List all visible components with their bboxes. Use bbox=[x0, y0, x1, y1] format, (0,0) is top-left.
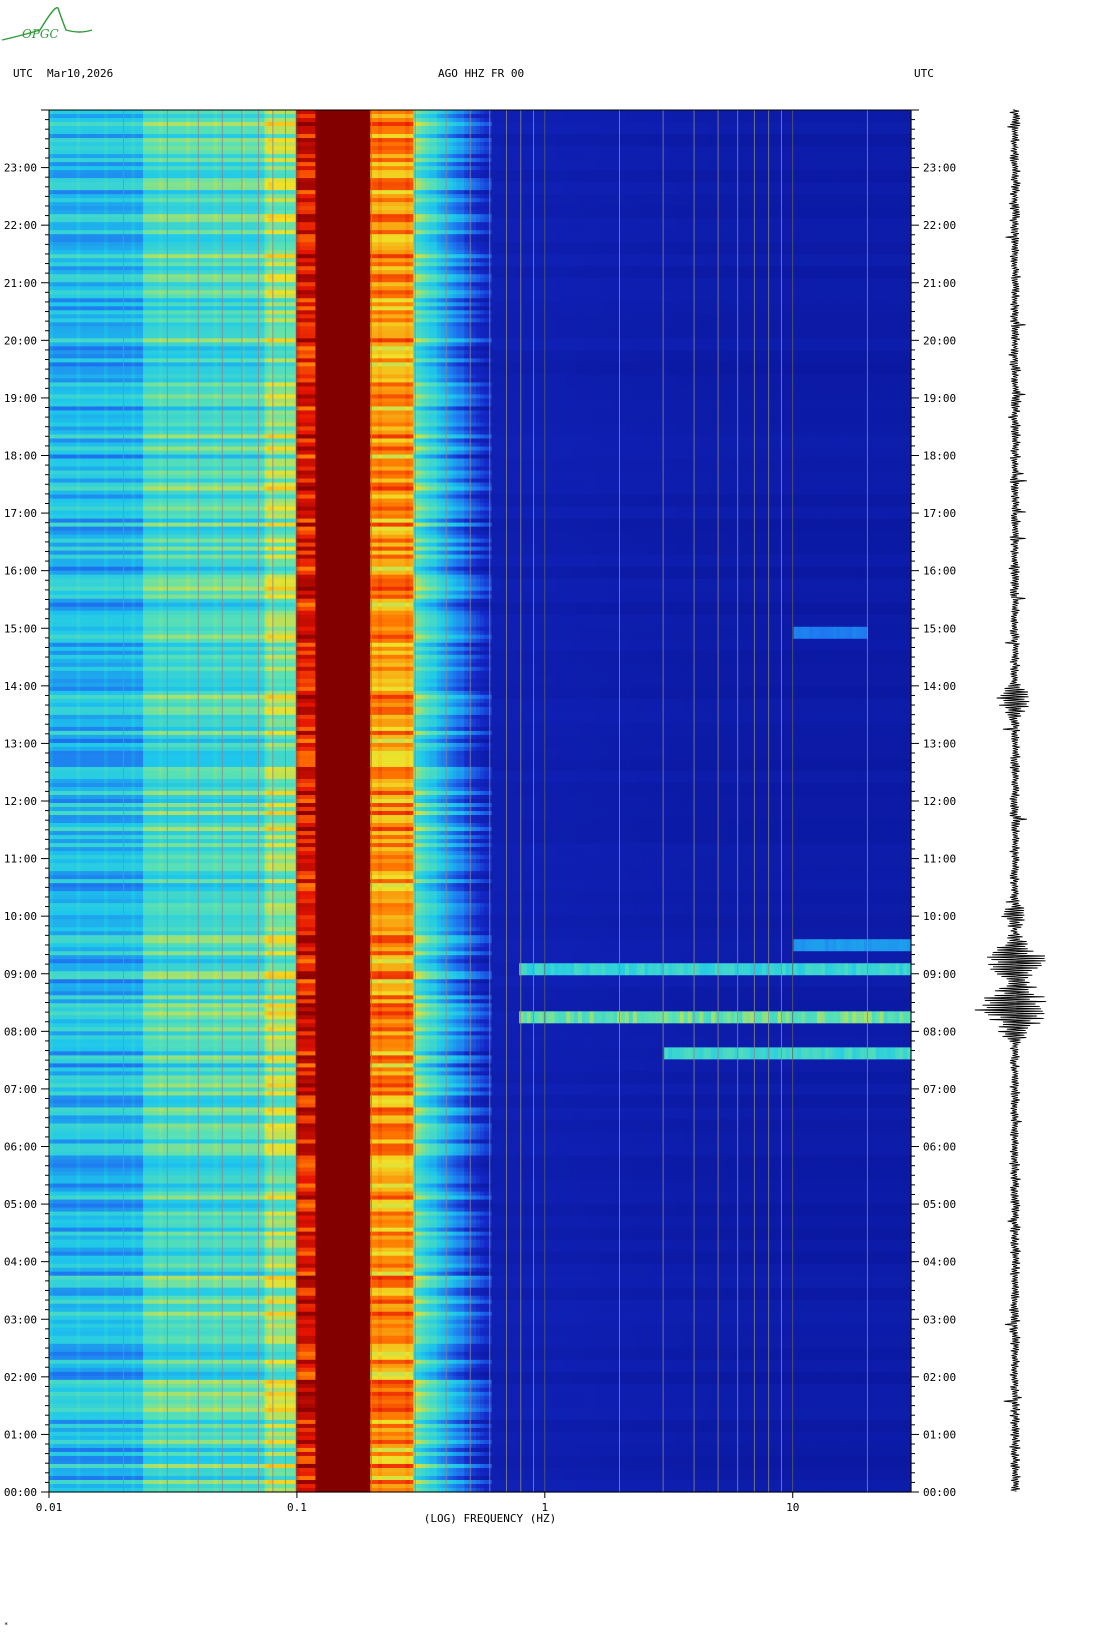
y-tick-label-right: 18:00 bbox=[923, 450, 956, 463]
y-tick-label-right: 01:00 bbox=[923, 1428, 956, 1441]
y-tick-label-right: 22:00 bbox=[923, 219, 956, 232]
y-tick-label-right: 04:00 bbox=[923, 1256, 956, 1269]
y-tick-label-left: 02:00 bbox=[4, 1371, 37, 1384]
y-tick-label-left: 16:00 bbox=[4, 565, 37, 578]
y-tick-label-right: 14:00 bbox=[923, 680, 956, 693]
y-tick-label-right: 07:00 bbox=[923, 1083, 956, 1096]
x-axis-label: (LOG) FREQUENCY (HZ) bbox=[424, 1512, 556, 1525]
y-tick-label-left: 00:00 bbox=[4, 1486, 37, 1499]
x-tick-label: 10 bbox=[786, 1501, 799, 1514]
y-tick-label-right: 20:00 bbox=[923, 334, 956, 347]
y-tick-label-right: 10:00 bbox=[923, 910, 956, 923]
y-tick-label-right: 09:00 bbox=[923, 968, 956, 981]
y-tick-label-left: 10:00 bbox=[4, 910, 37, 923]
y-tick-label-left: 15:00 bbox=[4, 622, 37, 635]
y-tick-label-left: 09:00 bbox=[4, 968, 37, 981]
y-tick-label-left: 21:00 bbox=[4, 277, 37, 290]
y-tick-label-left: 07:00 bbox=[4, 1083, 37, 1096]
y-tick-label-left: 17:00 bbox=[4, 507, 37, 520]
y-tick-label-left: 13:00 bbox=[4, 737, 37, 750]
y-tick-label-right: 11:00 bbox=[923, 853, 956, 866]
y-tick-label-left: 12:00 bbox=[4, 795, 37, 808]
y-tick-label-right: 13:00 bbox=[923, 737, 956, 750]
y-tick-label-left: 04:00 bbox=[4, 1256, 37, 1269]
y-tick-label-right: 16:00 bbox=[923, 565, 956, 578]
y-tick-label-right: 12:00 bbox=[923, 795, 956, 808]
y-tick-label-left: 19:00 bbox=[4, 392, 37, 405]
y-tick-label-right: 23:00 bbox=[923, 162, 956, 175]
y-tick-label-right: 05:00 bbox=[923, 1198, 956, 1211]
y-tick-label-left: 03:00 bbox=[4, 1313, 37, 1326]
y-tick-label-right: 21:00 bbox=[923, 277, 956, 290]
y-tick-label-left: 01:00 bbox=[4, 1428, 37, 1441]
footer-mark: * bbox=[4, 1621, 8, 1629]
y-tick-label-left: 11:00 bbox=[4, 853, 37, 866]
y-tick-label-left: 14:00 bbox=[4, 680, 37, 693]
y-tick-label-left: 22:00 bbox=[4, 219, 37, 232]
y-tick-label-left: 08:00 bbox=[4, 1025, 37, 1038]
y-tick-label-left: 18:00 bbox=[4, 450, 37, 463]
y-tick-label-left: 06:00 bbox=[4, 1141, 37, 1154]
seismogram-trace bbox=[975, 110, 1046, 1491]
spectrogram-cells bbox=[49, 110, 912, 1493]
y-tick-label-right: 08:00 bbox=[923, 1025, 956, 1038]
y-tick-label-left: 05:00 bbox=[4, 1198, 37, 1211]
y-tick-label-right: 00:00 bbox=[923, 1486, 956, 1499]
y-tick-label-right: 03:00 bbox=[923, 1313, 956, 1326]
y-tick-label-right: 06:00 bbox=[923, 1141, 956, 1154]
y-tick-label-right: 02:00 bbox=[923, 1371, 956, 1384]
x-tick-label: 0.1 bbox=[287, 1501, 307, 1514]
y-tick-label-left: 23:00 bbox=[4, 162, 37, 175]
y-tick-label-right: 19:00 bbox=[923, 392, 956, 405]
y-tick-label-left: 20:00 bbox=[4, 334, 37, 347]
y-tick-label-right: 15:00 bbox=[923, 622, 956, 635]
y-tick-label-right: 17:00 bbox=[923, 507, 956, 520]
x-tick-label: 0.01 bbox=[36, 1501, 63, 1514]
